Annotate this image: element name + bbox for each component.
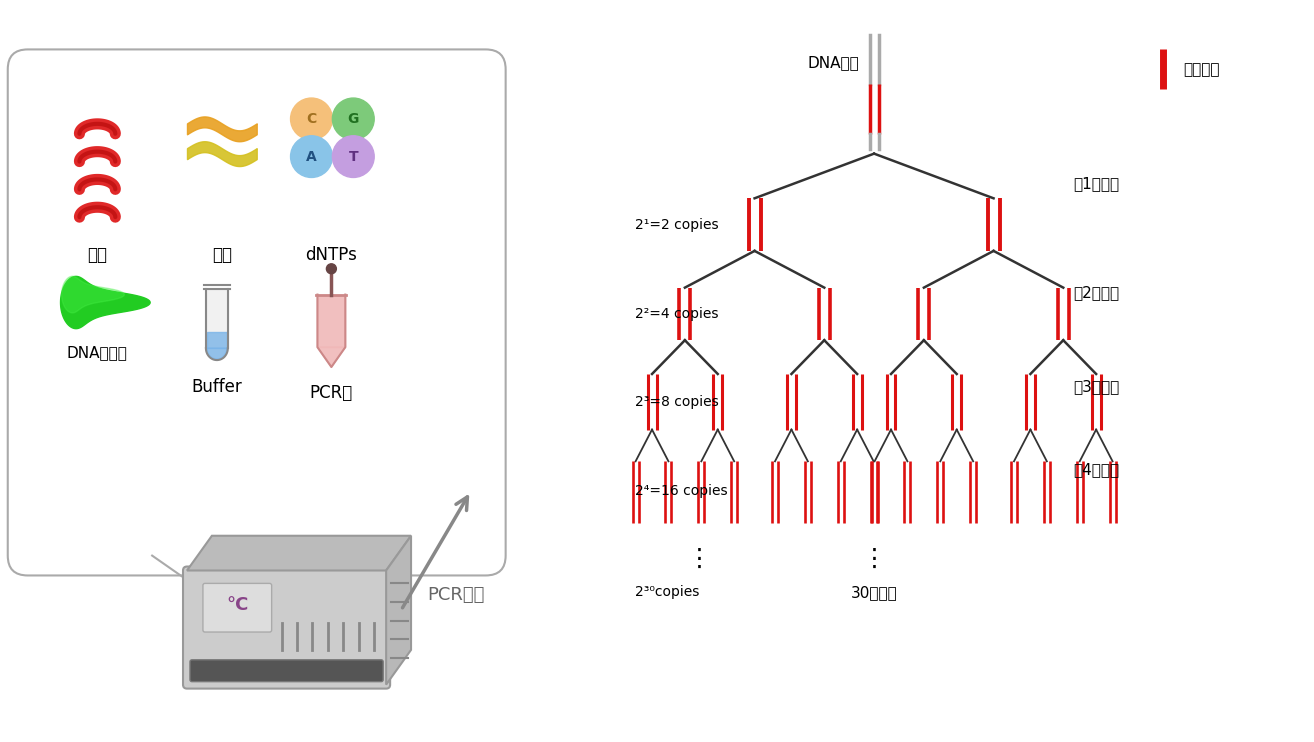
Text: DNA模板: DNA模板 xyxy=(807,55,859,70)
Text: 引物: 引物 xyxy=(212,246,231,264)
Text: 模板: 模板 xyxy=(87,246,108,264)
Text: 第4次循环: 第4次循环 xyxy=(1074,462,1120,477)
Text: 目的片段: 目的片段 xyxy=(1183,62,1219,76)
Circle shape xyxy=(290,136,332,177)
Text: 2³⁰copies: 2³⁰copies xyxy=(635,585,699,600)
Text: dNTPs: dNTPs xyxy=(305,246,357,264)
Circle shape xyxy=(326,264,336,274)
Circle shape xyxy=(332,98,374,139)
Text: Buffer: Buffer xyxy=(192,378,242,396)
Polygon shape xyxy=(318,347,346,367)
Polygon shape xyxy=(318,295,346,347)
Text: C: C xyxy=(306,112,317,126)
Polygon shape xyxy=(386,536,411,685)
FancyBboxPatch shape xyxy=(183,567,390,689)
Text: PCR反应: PCR反应 xyxy=(427,586,485,604)
Text: 第2次循环: 第2次循环 xyxy=(1074,285,1120,300)
Text: 2³=8 copies: 2³=8 copies xyxy=(635,395,719,409)
Polygon shape xyxy=(206,348,227,359)
Text: 2⁴=16 copies: 2⁴=16 copies xyxy=(635,484,728,498)
Text: ⋮: ⋮ xyxy=(687,547,712,571)
Polygon shape xyxy=(206,348,227,360)
FancyBboxPatch shape xyxy=(202,583,272,632)
Text: °C: °C xyxy=(226,596,248,614)
Text: 第3次循环: 第3次循环 xyxy=(1074,379,1120,395)
FancyBboxPatch shape xyxy=(191,660,384,682)
Text: G: G xyxy=(348,112,359,126)
Text: 第1次循环: 第1次循环 xyxy=(1074,176,1120,191)
Circle shape xyxy=(290,98,332,139)
Polygon shape xyxy=(206,289,227,348)
Text: 2¹=2 copies: 2¹=2 copies xyxy=(635,218,719,232)
Circle shape xyxy=(332,136,374,177)
Polygon shape xyxy=(187,536,411,571)
Text: 2²=4 copies: 2²=4 copies xyxy=(635,307,719,321)
Text: 30次循环: 30次循环 xyxy=(850,585,897,600)
Text: T: T xyxy=(348,150,359,164)
Polygon shape xyxy=(60,276,150,329)
FancyBboxPatch shape xyxy=(8,50,506,576)
Polygon shape xyxy=(206,332,227,348)
Text: ⋮: ⋮ xyxy=(862,547,887,571)
Text: DNA聚合酶: DNA聚合酶 xyxy=(67,345,127,360)
Text: A: A xyxy=(306,150,317,164)
Polygon shape xyxy=(62,276,125,313)
Text: PCR管: PCR管 xyxy=(310,384,353,402)
